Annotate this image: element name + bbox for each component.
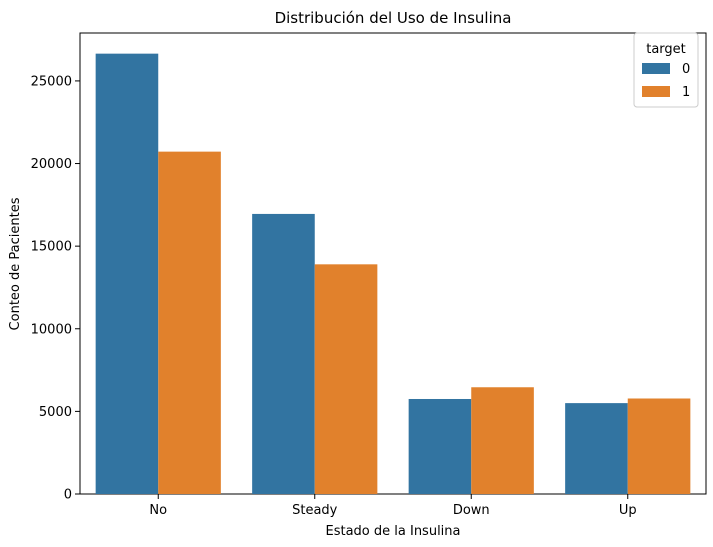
- legend: target 0 1: [633, 32, 699, 108]
- bar-no-series-0: [95, 53, 159, 495]
- legend-swatch-0: [642, 63, 670, 74]
- chart-title: Distribución del Uso de Insulina: [275, 9, 512, 27]
- x-tick-label: Up: [619, 503, 637, 518]
- bars: [95, 53, 691, 495]
- plot-frame: [79, 32, 707, 495]
- y-tick-label: 25000: [31, 74, 72, 89]
- bar-up-series-1: [627, 398, 691, 494]
- x-tick-label: Steady: [292, 503, 338, 518]
- legend-title: target: [646, 42, 686, 57]
- y-tick-label: 0: [64, 488, 72, 503]
- bar-steady-series-0: [252, 213, 315, 494]
- x-axis-label: Estado de la Insulina: [326, 524, 461, 539]
- x-tick-label: No: [149, 503, 167, 518]
- y-axis-label: Conteo de Pacientes: [8, 197, 23, 330]
- legend-label-1: 1: [682, 85, 690, 100]
- y-tick-label: 20000: [31, 157, 72, 172]
- bar-no-series-1: [158, 151, 221, 495]
- y-tick-label: 5000: [39, 405, 72, 420]
- bar-up-series-0: [565, 403, 628, 494]
- y-tick-label: 10000: [31, 322, 72, 337]
- bar-down-series-0: [408, 398, 472, 494]
- y-axis-ticks: 0 5000 10000 15000 20000 25000: [31, 74, 80, 503]
- x-tick-label: Down: [453, 503, 490, 518]
- x-axis-ticks: No Steady Down Up: [149, 494, 637, 518]
- legend-swatch-1: [642, 86, 670, 97]
- bar-steady-series-1: [314, 264, 378, 494]
- legend-label-0: 0: [682, 62, 690, 77]
- y-tick-label: 15000: [31, 240, 72, 255]
- plot-area: [79, 32, 707, 495]
- bar-down-series-1: [471, 387, 534, 494]
